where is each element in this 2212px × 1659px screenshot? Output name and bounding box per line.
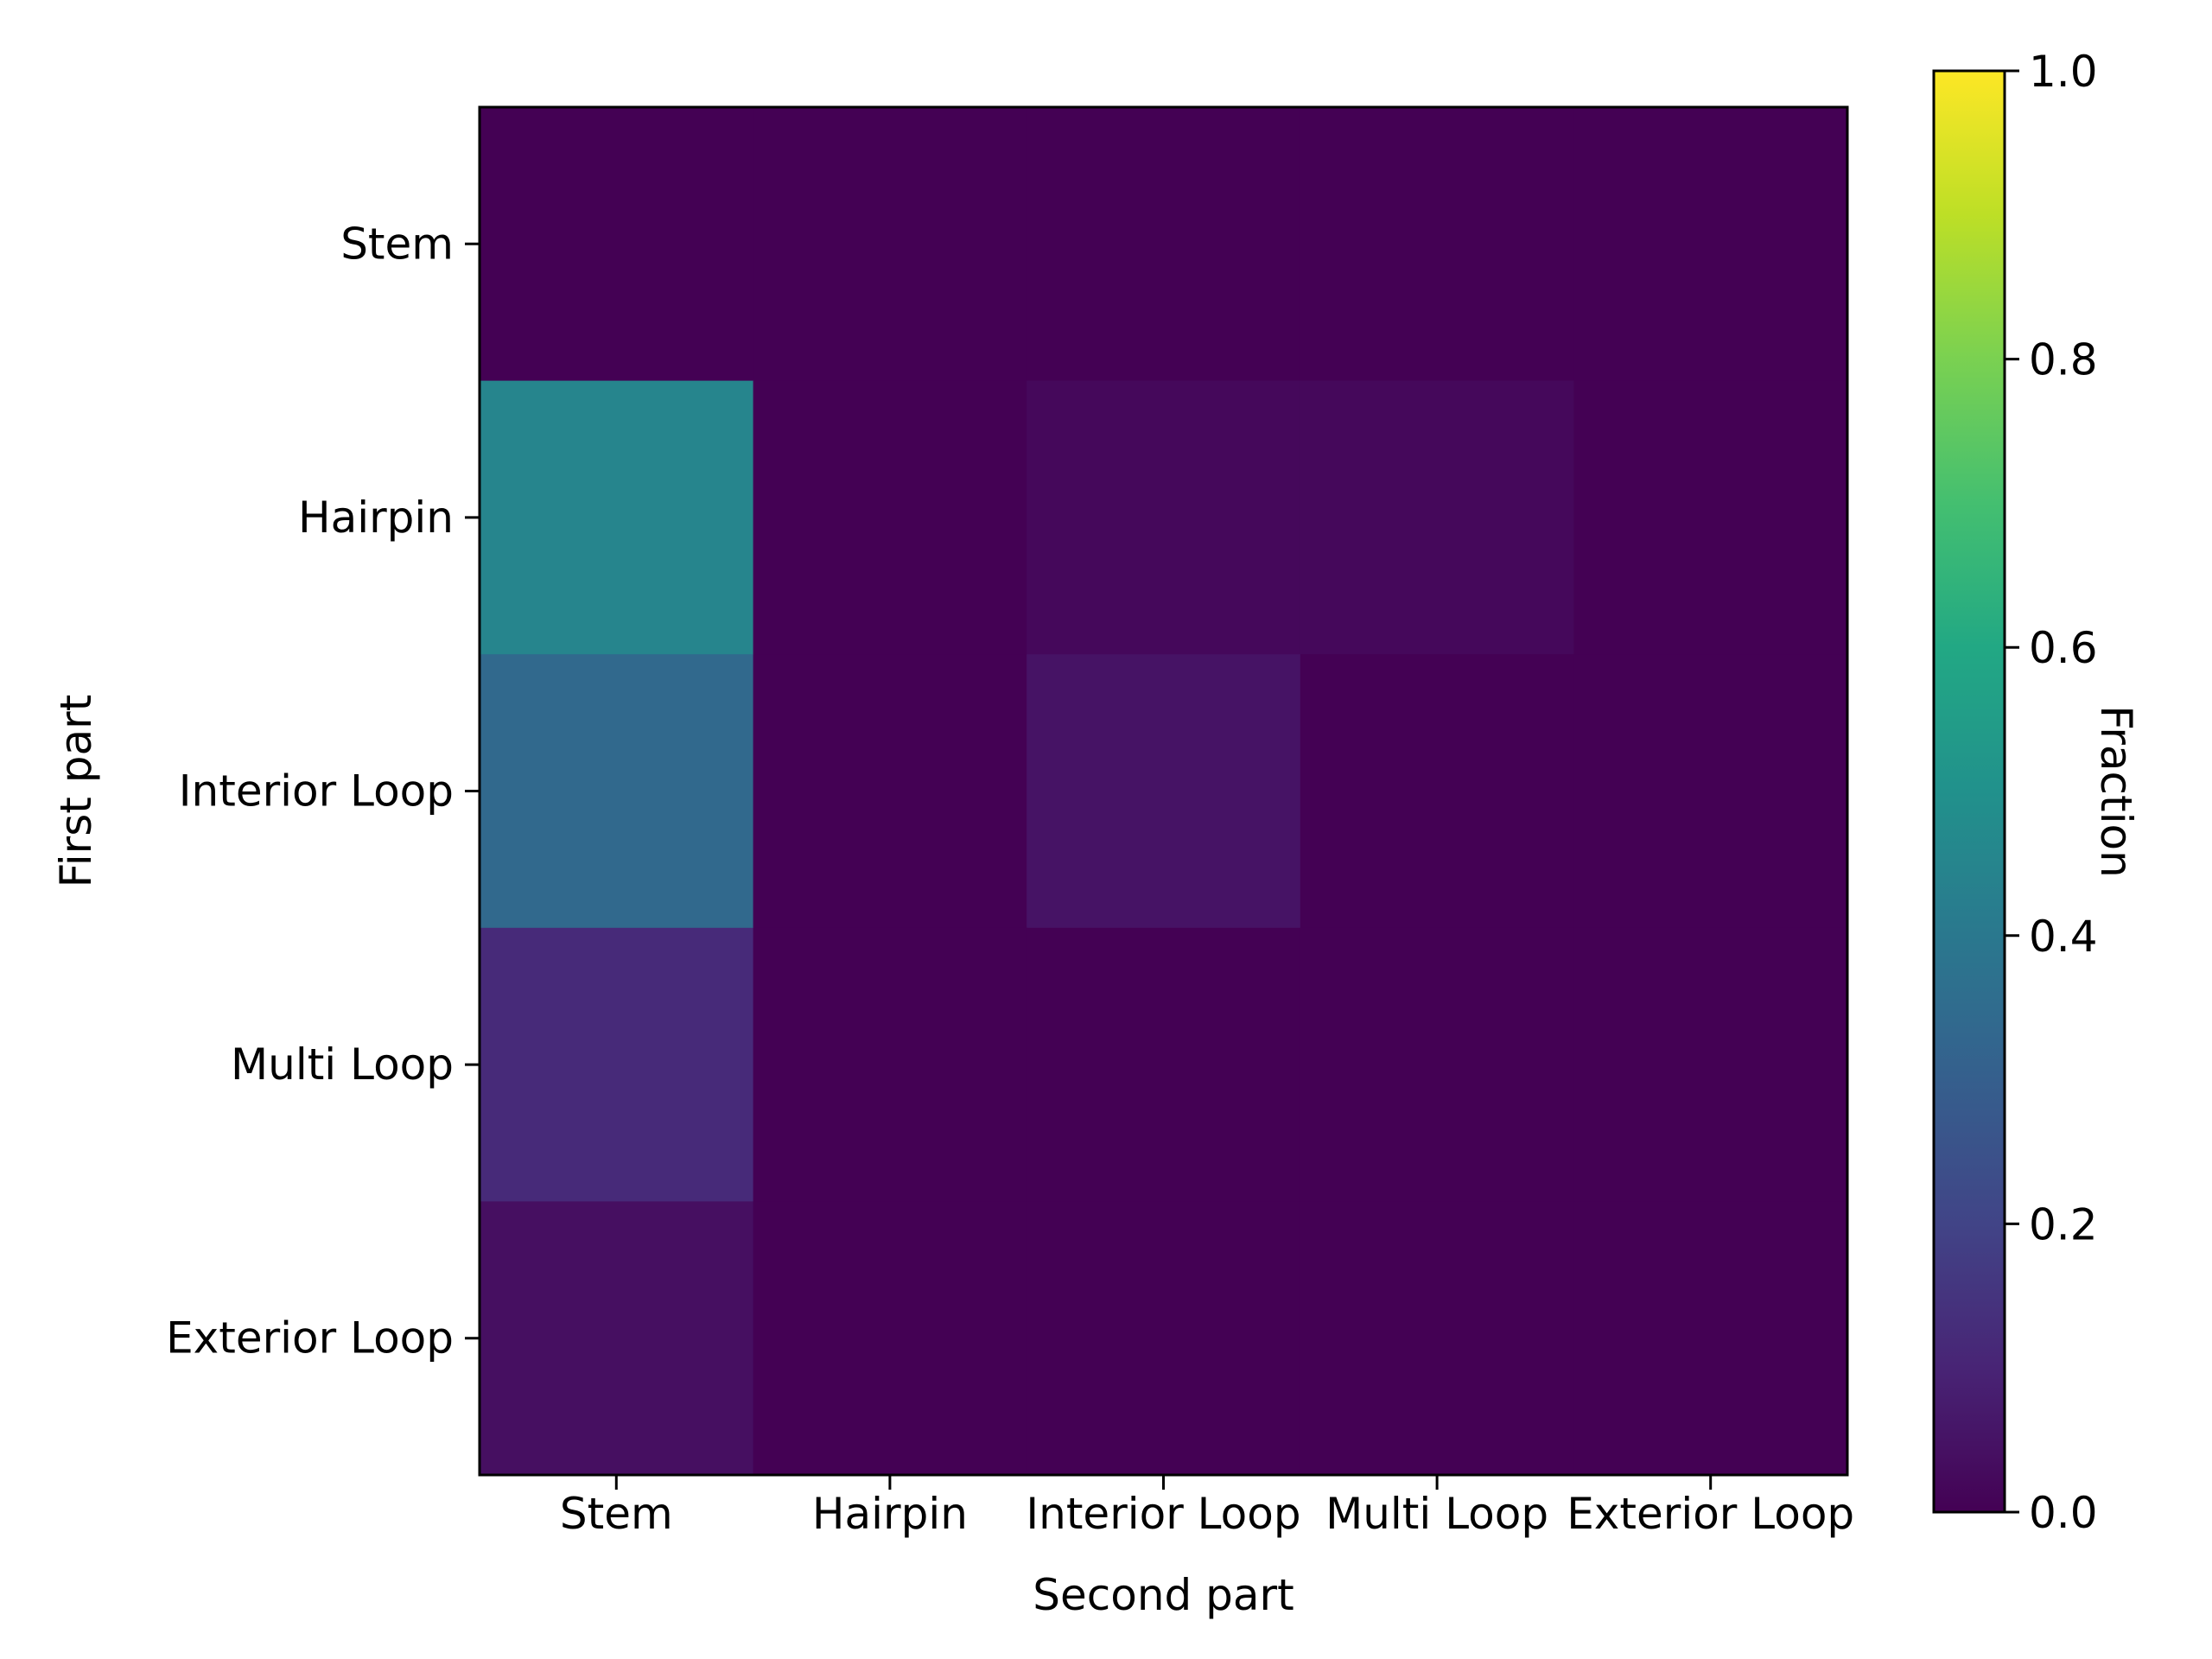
x-tick-label: Interior Loop bbox=[1026, 1489, 1300, 1539]
heatmap-cell bbox=[1573, 927, 1848, 1202]
heatmap-cell bbox=[1027, 380, 1301, 655]
heatmap-cell bbox=[480, 107, 754, 382]
colorbar-tick-label: 0.2 bbox=[2029, 1199, 2098, 1249]
heatmap-cell bbox=[1300, 107, 1574, 382]
colorbar bbox=[1932, 69, 2006, 1514]
y-tick-label: Multi Loop bbox=[231, 1039, 454, 1090]
heatmap-cell bbox=[480, 380, 754, 655]
heatmap-cell bbox=[1300, 1201, 1574, 1476]
colorbar-tick-label: 0.0 bbox=[2029, 1488, 2098, 1538]
x-tick-label: Multi Loop bbox=[1325, 1489, 1548, 1539]
heatmap-cell bbox=[753, 654, 1027, 929]
colorbar-tick-label: 0.8 bbox=[2029, 335, 2098, 385]
heatmap-cell bbox=[753, 380, 1027, 655]
y-tick-label: Exterior Loop bbox=[166, 1313, 454, 1363]
y-axis-label: First part bbox=[51, 695, 101, 888]
y-axis-ticks: Stem Hairpin Interior Loop Multi Loop Exteri… bbox=[166, 219, 480, 1363]
heatmap-cell bbox=[480, 927, 754, 1202]
x-tick-label: Exterior Loop bbox=[1567, 1489, 1854, 1539]
heatmap-cell bbox=[753, 107, 1027, 382]
heatmap-cell bbox=[1573, 654, 1848, 929]
heatmap-cell bbox=[1300, 654, 1574, 929]
heatmap-cell bbox=[1027, 107, 1301, 382]
heatmap-cell bbox=[1027, 654, 1301, 929]
colorbar-tick-label: 0.6 bbox=[2029, 623, 2098, 673]
y-tick-label: Stem bbox=[340, 219, 454, 269]
heatmap-cells bbox=[480, 107, 1848, 1476]
x-tick-label: Hairpin bbox=[812, 1489, 968, 1539]
heatmap-cell bbox=[480, 1201, 754, 1476]
colorbar-tick-label: 0.4 bbox=[2029, 912, 2098, 962]
heatmap-cell bbox=[1027, 1201, 1301, 1476]
y-tick-label: Hairpin bbox=[298, 493, 454, 543]
colorbar-tick-label: 1.0 bbox=[2029, 47, 2098, 97]
heatmap-cell bbox=[1300, 380, 1574, 655]
heatmap-cell bbox=[1300, 927, 1574, 1202]
y-tick-label: Interior Loop bbox=[179, 766, 454, 817]
x-axis-ticks: Stem Hairpin Interior Loop Multi Loop Exteri… bbox=[560, 1475, 1854, 1539]
x-tick-label: Stem bbox=[560, 1489, 673, 1539]
colorbar-label: Fraction bbox=[2091, 705, 2141, 878]
heatmap-cell bbox=[1027, 927, 1301, 1202]
heatmap-cell bbox=[1573, 107, 1848, 382]
heatmap-cell bbox=[1573, 1201, 1848, 1476]
heatmap-cell bbox=[753, 927, 1027, 1202]
heatmap-cell bbox=[1573, 380, 1848, 655]
colorbar-ticks: 0.0 0.2 0.4 0.6 0.8 1.0 bbox=[2005, 47, 2098, 1538]
heatmap-cell bbox=[753, 1201, 1027, 1476]
heatmap-cell bbox=[480, 654, 754, 929]
x-axis-label: Second part bbox=[1033, 1570, 1294, 1620]
